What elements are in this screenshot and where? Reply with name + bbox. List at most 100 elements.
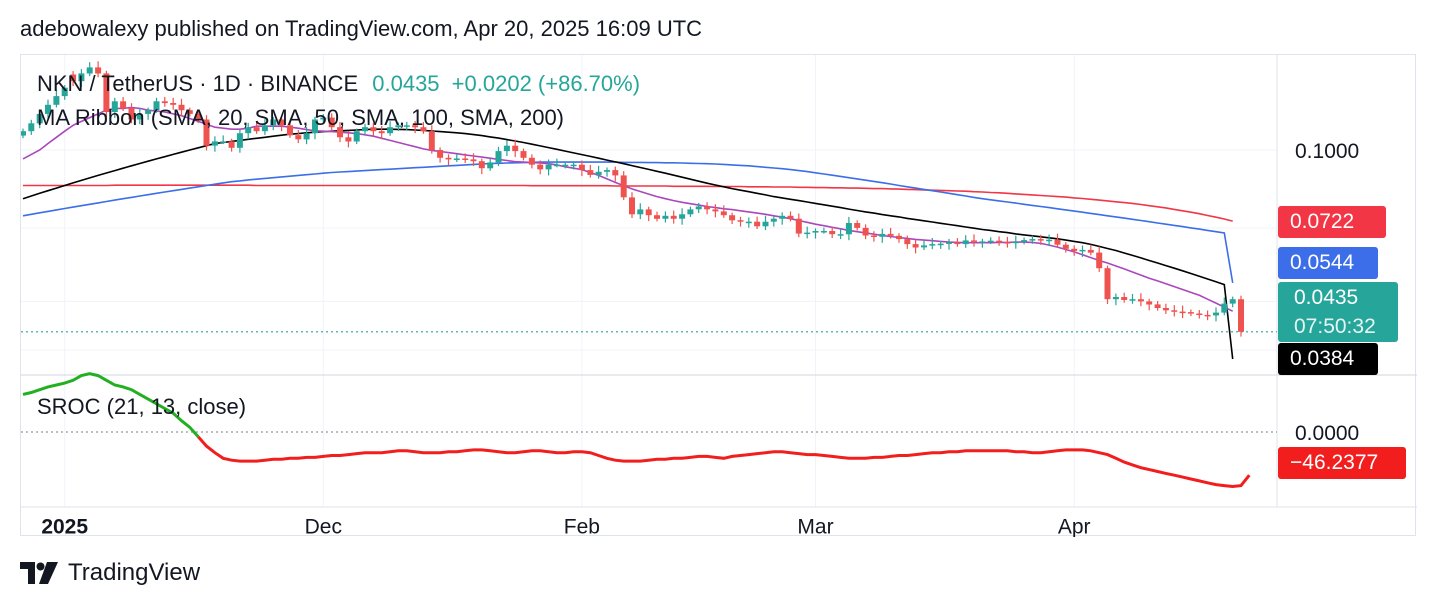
candle <box>412 120 419 134</box>
candle-body <box>1062 244 1069 249</box>
candle <box>161 96 168 107</box>
candle-body <box>1154 304 1161 308</box>
candle-body <box>662 215 669 219</box>
sroc-pane <box>21 372 1277 489</box>
chart-area[interactable]: 0.1000 0.0000 Dec 2025 Feb Mar Apr NKN / Tethe… <box>20 54 1417 537</box>
candle-body <box>553 164 560 167</box>
candle <box>362 123 368 135</box>
candle-body <box>328 117 335 128</box>
last-price-label: 0.0435 <box>372 71 440 96</box>
candle <box>1079 245 1086 257</box>
tradingview-logo[interactable]: TradingView <box>20 558 200 588</box>
candle-body <box>1046 239 1053 242</box>
candle-body <box>145 110 152 114</box>
candle-body <box>537 164 544 170</box>
candle-body <box>1029 239 1036 241</box>
candle-body <box>1037 239 1044 241</box>
candle <box>236 129 243 153</box>
candle <box>111 97 118 118</box>
tradingview-logo-icon <box>20 562 58 584</box>
candle <box>754 216 761 229</box>
candle-body <box>670 215 677 219</box>
candle <box>1104 265 1111 304</box>
candle-body <box>971 240 977 242</box>
ma-ribbon-legend[interactable]: MA Ribbon (SMA, 20, SMA, 50, SMA, 100, S… <box>37 105 565 130</box>
candle-body <box>345 137 352 142</box>
candle-body <box>787 215 794 219</box>
candle-body <box>470 159 477 162</box>
candle-body <box>462 158 469 160</box>
candle-body <box>929 244 936 246</box>
candle <box>295 130 302 144</box>
candle-body <box>862 227 869 236</box>
chart-canvas[interactable]: 0.1000 0.0000 Dec 2025 Feb Mar Apr <box>21 55 1417 537</box>
candle <box>103 70 110 117</box>
candle <box>604 167 610 177</box>
candle <box>870 231 877 242</box>
candle-body <box>61 87 68 97</box>
candle-body <box>111 101 118 112</box>
candle <box>937 241 944 249</box>
candle-body <box>1096 252 1103 269</box>
candle <box>337 122 343 143</box>
candle <box>245 122 252 140</box>
candle-body <box>36 113 43 124</box>
candle <box>520 148 527 161</box>
candle <box>545 159 552 176</box>
candle-body <box>620 175 627 198</box>
candle <box>128 103 135 124</box>
candle-body <box>937 243 944 246</box>
candle <box>345 131 352 148</box>
candle-body <box>103 73 110 112</box>
candle <box>1054 233 1061 248</box>
candle-body <box>887 233 894 236</box>
candle-body <box>21 131 26 136</box>
sroc-legend[interactable]: SROC (21, 13, close) <box>37 394 247 419</box>
candle-body <box>1121 297 1128 300</box>
candle <box>86 62 93 77</box>
candle-body <box>253 127 260 132</box>
candle-body <box>353 131 360 142</box>
candle-body <box>86 67 93 74</box>
published-header: adebowalexy published on TradingView.com… <box>20 16 703 41</box>
candle <box>879 228 886 243</box>
candle <box>287 120 293 138</box>
candle <box>395 122 402 131</box>
candle <box>1154 301 1161 311</box>
chart-legend: NKN / TetherUS · 1D · BINANCE 0.0435 +0.… <box>37 71 640 97</box>
candle-body <box>320 117 327 120</box>
candle-body <box>53 96 60 105</box>
candle-body <box>120 101 127 109</box>
candle-body <box>78 73 85 82</box>
candle <box>145 107 152 120</box>
candle <box>1179 305 1186 319</box>
candle <box>1238 295 1244 337</box>
candle-body <box>1021 240 1028 242</box>
candle <box>1062 242 1069 253</box>
candle <box>328 113 335 131</box>
candlestick-series <box>21 61 1244 337</box>
candle-body <box>70 74 77 82</box>
candle <box>687 206 694 217</box>
candle-body <box>1179 311 1186 314</box>
candle-body <box>954 242 961 245</box>
candle-body <box>1004 242 1011 244</box>
candle <box>795 213 802 238</box>
candle-body <box>679 214 686 219</box>
symbol-label[interactable]: NKN / TetherUS · 1D · BINANCE <box>37 71 359 96</box>
candle-body <box>921 245 927 248</box>
candle <box>453 154 460 162</box>
grid-lines <box>21 55 1417 508</box>
candle <box>53 90 60 108</box>
candle <box>428 125 435 154</box>
candle-body <box>1054 239 1061 245</box>
candle-body <box>45 104 51 114</box>
candle <box>220 135 227 145</box>
candle <box>95 61 102 78</box>
candle <box>987 237 994 244</box>
candle-body <box>987 240 994 243</box>
candle-body <box>370 127 377 132</box>
candle-body <box>979 241 986 243</box>
candle <box>1004 236 1011 248</box>
candle-body <box>737 220 744 222</box>
